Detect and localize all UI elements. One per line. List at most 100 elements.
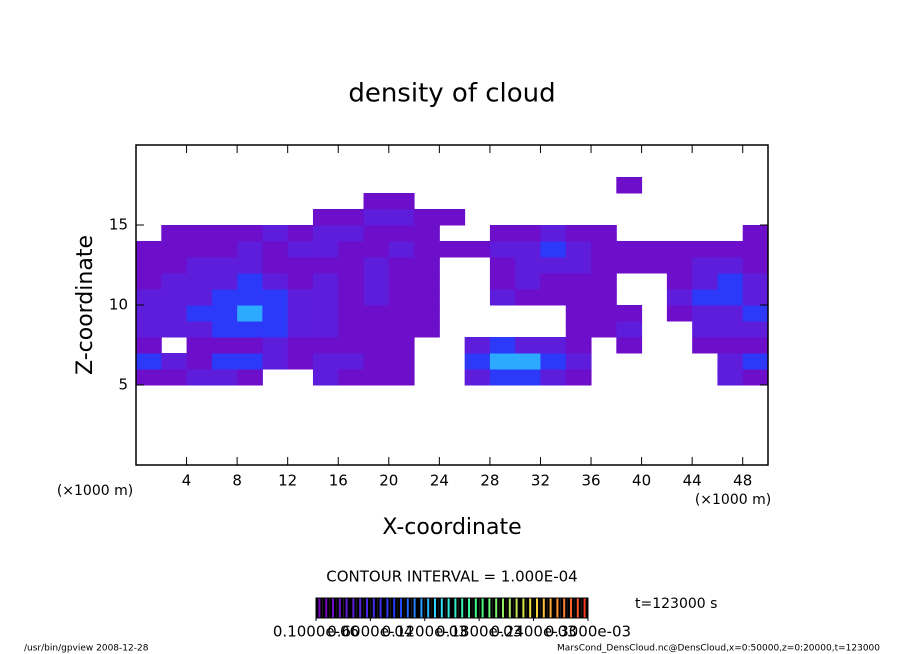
cell xyxy=(565,225,592,242)
cell xyxy=(717,241,744,258)
cell xyxy=(161,369,188,386)
cell xyxy=(237,353,263,370)
cell xyxy=(237,369,263,386)
x-tick-label: 32 xyxy=(531,472,550,490)
cell xyxy=(540,257,567,274)
cell xyxy=(388,241,415,258)
cell xyxy=(439,209,466,226)
cell xyxy=(136,321,162,338)
x-tick-label: 24 xyxy=(430,472,449,490)
cell xyxy=(439,241,466,258)
cell xyxy=(742,241,769,258)
cell xyxy=(262,257,289,274)
cell xyxy=(515,225,541,242)
cell xyxy=(237,321,263,338)
cell xyxy=(136,305,162,322)
cell xyxy=(363,273,390,290)
cell xyxy=(262,289,289,306)
x-tick-label: 4 xyxy=(182,472,192,490)
cell xyxy=(211,305,238,322)
cell xyxy=(186,273,213,290)
cell xyxy=(742,257,769,274)
cell xyxy=(717,273,744,290)
cell xyxy=(489,289,516,306)
cell xyxy=(616,257,643,274)
cell xyxy=(287,305,314,322)
cell xyxy=(211,353,238,370)
cell xyxy=(262,225,289,242)
cell xyxy=(186,353,213,370)
cell xyxy=(666,257,693,274)
colorbar-label: 0.1200e-03 xyxy=(382,623,468,641)
cell xyxy=(742,225,769,242)
cell xyxy=(211,257,238,274)
cell xyxy=(363,305,390,322)
cell xyxy=(363,193,390,210)
x-tick-label: 44 xyxy=(683,472,702,490)
cell xyxy=(565,257,592,274)
cell xyxy=(464,369,491,386)
cell xyxy=(262,321,289,338)
cell xyxy=(565,305,592,322)
cell xyxy=(338,353,365,370)
cell xyxy=(591,289,617,306)
cell xyxy=(211,321,238,338)
cell xyxy=(211,225,238,242)
cell xyxy=(489,337,516,354)
cell xyxy=(338,225,365,242)
cell xyxy=(262,337,289,354)
cell xyxy=(717,257,744,274)
cell xyxy=(742,369,769,386)
cell xyxy=(287,225,314,242)
cell xyxy=(742,289,769,306)
cell xyxy=(312,353,339,370)
cell xyxy=(616,337,643,354)
cell xyxy=(515,353,541,370)
cell xyxy=(211,337,238,354)
cell xyxy=(515,257,541,274)
cell xyxy=(540,273,567,290)
cell xyxy=(186,241,213,258)
cell xyxy=(312,369,339,386)
x-axis-label: X-coordinate xyxy=(382,515,521,540)
cell xyxy=(616,177,643,194)
cell xyxy=(641,257,668,274)
cell xyxy=(414,321,440,338)
cell xyxy=(515,241,541,258)
cell xyxy=(692,273,718,290)
cell xyxy=(489,273,516,290)
cell xyxy=(338,305,365,322)
cell xyxy=(338,321,365,338)
cell xyxy=(540,225,567,242)
cell xyxy=(338,273,365,290)
cell xyxy=(388,369,415,386)
cell xyxy=(489,241,516,258)
cell xyxy=(591,273,617,290)
cell xyxy=(211,241,238,258)
cell xyxy=(136,257,162,274)
cell xyxy=(388,193,415,210)
cell xyxy=(717,369,744,386)
cell xyxy=(338,337,365,354)
x-tick-label: 16 xyxy=(329,472,348,490)
cell xyxy=(262,273,289,290)
cell xyxy=(287,321,314,338)
cell xyxy=(565,353,592,370)
cell xyxy=(186,321,213,338)
cell xyxy=(161,257,188,274)
cell xyxy=(237,289,263,306)
cell xyxy=(161,241,188,258)
cell xyxy=(565,289,592,306)
cell xyxy=(363,321,390,338)
cell xyxy=(136,273,162,290)
cell xyxy=(692,241,718,258)
cell xyxy=(414,241,440,258)
cell xyxy=(666,273,693,290)
cell xyxy=(717,305,744,322)
x-tick-label: 20 xyxy=(379,472,398,490)
cell xyxy=(237,225,263,242)
cell xyxy=(591,225,617,242)
cell xyxy=(312,241,339,258)
cell xyxy=(363,337,390,354)
